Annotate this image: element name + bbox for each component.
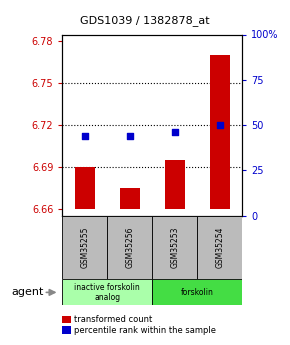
Text: GSM35255: GSM35255 — [80, 227, 89, 268]
Bar — [210, 56, 230, 209]
Bar — [152, 279, 242, 305]
Bar — [62, 279, 152, 305]
Point — [172, 129, 177, 135]
Point — [127, 133, 132, 139]
Text: GSM35254: GSM35254 — [215, 227, 224, 268]
Bar — [120, 188, 140, 209]
Point — [217, 122, 222, 128]
Text: percentile rank within the sample: percentile rank within the sample — [74, 326, 216, 335]
Bar — [197, 216, 242, 279]
Text: GSM35256: GSM35256 — [125, 227, 134, 268]
Bar — [75, 167, 95, 209]
Point — [82, 133, 87, 139]
Text: forskolin: forskolin — [181, 288, 214, 297]
Bar — [62, 216, 107, 279]
Text: GSM35253: GSM35253 — [170, 227, 179, 268]
Text: agent: agent — [12, 287, 44, 297]
Text: inactive forskolin
analog: inactive forskolin analog — [75, 283, 140, 302]
Bar — [152, 216, 197, 279]
Text: GDS1039 / 1382878_at: GDS1039 / 1382878_at — [80, 16, 210, 27]
Bar — [165, 160, 185, 209]
Text: transformed count: transformed count — [74, 315, 152, 324]
Bar — [107, 216, 152, 279]
